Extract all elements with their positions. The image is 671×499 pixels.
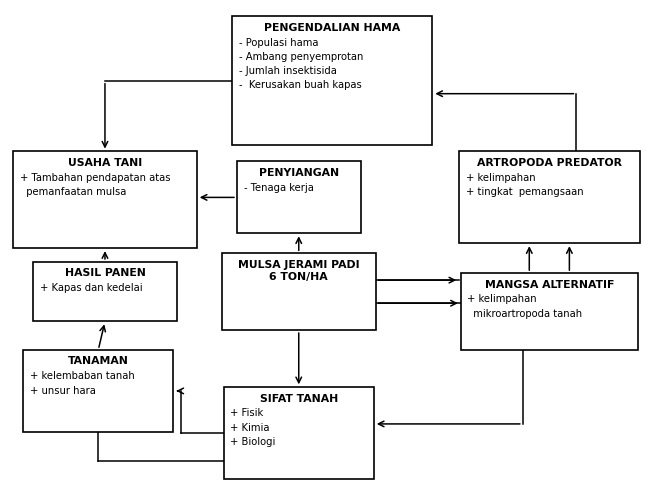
Text: + kelimpahan: + kelimpahan (468, 294, 537, 304)
Text: ARTROPODA PREDATOR: ARTROPODA PREDATOR (477, 158, 622, 168)
Text: - Jumlah insektisida: - Jumlah insektisida (239, 66, 336, 76)
Text: + kelembaban tanah: + kelembaban tanah (30, 371, 135, 381)
Bar (223, 387, 374, 479)
Text: -  Kerusakan buah kapas: - Kerusakan buah kapas (239, 80, 362, 90)
Text: SIFAT TANAH: SIFAT TANAH (260, 394, 338, 404)
Bar (459, 152, 639, 244)
Text: + tingkat  pemangsaan: + tingkat pemangsaan (466, 187, 583, 197)
Text: - Tenaga kerja: - Tenaga kerja (244, 183, 313, 193)
Text: USAHA TANI: USAHA TANI (68, 158, 142, 168)
Text: mikroartropoda tanah: mikroartropoda tanah (468, 308, 582, 319)
Bar (222, 253, 376, 330)
Text: MANGSA ALTERNATIF: MANGSA ALTERNATIF (484, 279, 614, 289)
Bar (237, 161, 360, 234)
Text: - Populasi hama: - Populasi hama (239, 37, 318, 47)
Bar (33, 262, 176, 321)
Text: + Kapas dan kedelai: + Kapas dan kedelai (40, 283, 142, 293)
Text: - Ambang penyemprotan: - Ambang penyemprotan (239, 52, 363, 62)
Bar (13, 152, 197, 249)
Text: HASIL PANEN: HASIL PANEN (64, 268, 146, 278)
Bar (23, 350, 174, 432)
Text: PENGENDALIAN HAMA: PENGENDALIAN HAMA (264, 23, 401, 33)
Text: + kelimpahan: + kelimpahan (466, 173, 535, 183)
Text: PENYIANGAN: PENYIANGAN (259, 168, 339, 178)
Text: + Fisik: + Fisik (230, 409, 264, 419)
Text: pemanfaatan mulsa: pemanfaatan mulsa (19, 187, 126, 197)
Text: + Biologi: + Biologi (230, 437, 276, 447)
Text: TANAMAN: TANAMAN (68, 356, 129, 366)
Text: MULSA JERAMI PADI
6 TON/HA: MULSA JERAMI PADI 6 TON/HA (238, 259, 360, 282)
Text: + Kimia: + Kimia (230, 423, 270, 433)
Text: + unsur hara: + unsur hara (30, 386, 96, 396)
Bar (461, 273, 638, 350)
Bar (232, 16, 432, 145)
Text: + Tambahan pendapatan atas: + Tambahan pendapatan atas (19, 173, 170, 183)
